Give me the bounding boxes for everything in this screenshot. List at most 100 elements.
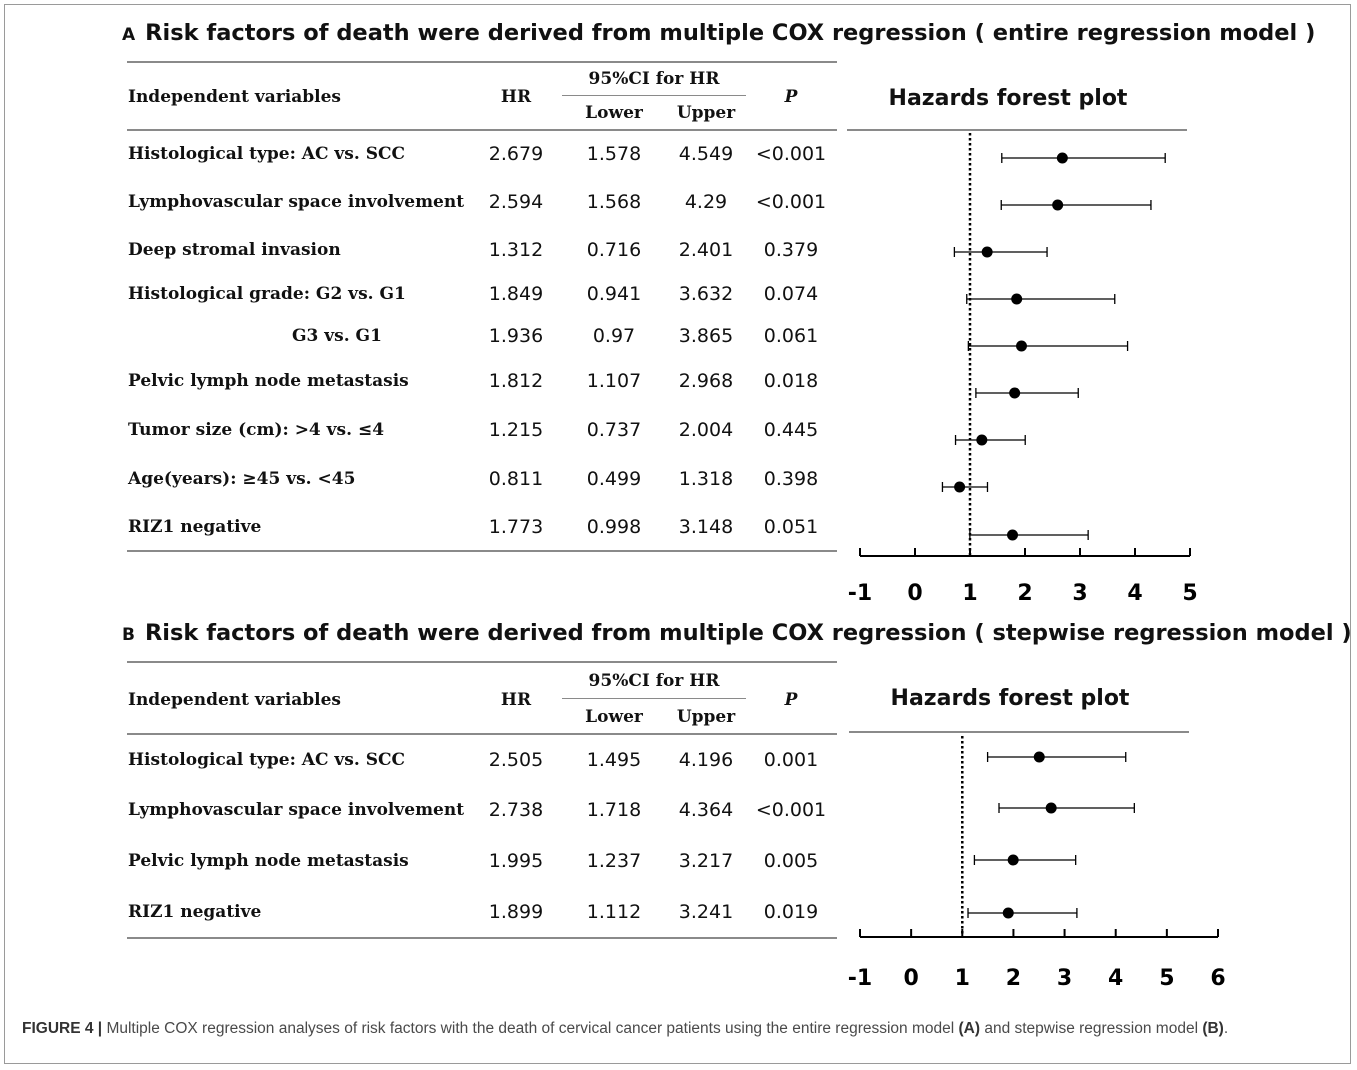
- panel-b-header-variables: Independent variables: [128, 690, 341, 710]
- caption-text-3: .: [1223, 1020, 1229, 1037]
- panel-a-row-lower: 1.578: [586, 143, 642, 165]
- panel-b-row-lower: 1.237: [586, 850, 642, 872]
- panel-b-header-lower: Lower: [585, 707, 643, 727]
- panel-a-row-hr: 2.594: [488, 191, 544, 213]
- panel-a-row-lower: 0.716: [586, 239, 642, 261]
- panel-a-x-tick-label: 1: [962, 581, 977, 606]
- panel-a-hr-point: [1011, 293, 1023, 305]
- panel-b-row-hr: 1.995: [488, 850, 544, 872]
- caption-text-2: and stepwise regression model: [980, 1020, 1203, 1037]
- panel-a-row-p: 0.051: [763, 516, 819, 538]
- panel-a-x-tick-label: -1: [848, 581, 872, 606]
- panel-b-row-lower: 1.718: [586, 799, 642, 821]
- panel-b-row-p: 0.019: [763, 901, 819, 923]
- panel-a-letter: A: [122, 25, 136, 45]
- panel-a-row-upper: 2.968: [678, 370, 734, 392]
- panel-a-ci-rule: [562, 95, 746, 96]
- panel-b-header-upper: Upper: [676, 707, 736, 727]
- panel-a-title: A Risk factors of death were derived from…: [122, 20, 1315, 46]
- panel-a-row-upper: 1.318: [678, 468, 734, 490]
- panel-a-row-hr: 2.679: [488, 143, 544, 165]
- panel-b-ci-rule: [562, 698, 746, 699]
- panel-b-row-upper: 4.364: [678, 799, 734, 821]
- panel-a-hr-point: [1052, 199, 1064, 211]
- panel-b-row-hr: 2.505: [488, 749, 544, 771]
- panel-a-row-lower: 0.499: [586, 468, 642, 490]
- panel-b-hr-point: [1033, 751, 1045, 763]
- panel-b-row-hr: 1.899: [488, 901, 544, 923]
- panel-a-row-hr: 0.811: [488, 468, 544, 490]
- panel-b-x-tick-label: 2: [1006, 966, 1021, 991]
- panel-a-x-tick-label: 2: [1017, 581, 1032, 606]
- panel-b-row-lower: 1.112: [586, 901, 642, 923]
- panel-b-letter: B: [122, 625, 135, 645]
- panel-a-row-label: Tumor size (cm): >4 vs. ≤4: [128, 420, 385, 440]
- panel-a-row-p: 0.018: [763, 370, 819, 392]
- panel-a-header-lower: Lower: [585, 103, 643, 123]
- panel-a-header-p: P: [784, 87, 798, 107]
- panel-a-header-upper: Upper: [676, 103, 736, 123]
- panel-a-bottom-rule: [127, 550, 837, 552]
- panel-a-row-label: Pelvic lymph node metastasis: [128, 371, 409, 391]
- panel-a-header-ci: 95%CI for HR: [588, 69, 720, 89]
- panel-a-hr-point: [1009, 387, 1021, 399]
- panel-b-title-text: Risk factors of death were derived from …: [144, 620, 1352, 646]
- caption-ref-a: (A): [958, 1020, 981, 1037]
- panel-a-row-hr: 1.849: [488, 283, 544, 305]
- panel-a-top-rule: [127, 61, 837, 63]
- panel-a-row-upper: 3.148: [678, 516, 734, 538]
- panel-a-row-label: Age(years): ≥45 vs. <45: [128, 469, 356, 489]
- panel-a-hr-point: [1015, 340, 1027, 352]
- panel-a-row-hr: 1.773: [488, 516, 544, 538]
- panel-b-hr-point: [1045, 802, 1057, 814]
- panel-a-row-lower: 0.737: [586, 419, 642, 441]
- panel-a-row-p: <0.001: [755, 143, 827, 165]
- panel-b-row-upper: 4.196: [678, 749, 734, 771]
- panel-a-hr-point: [954, 481, 966, 493]
- panel-b-header-ci: 95%CI for HR: [588, 671, 720, 691]
- panel-a-row-lower: 0.998: [586, 516, 642, 538]
- panel-a-row-p: 0.379: [763, 239, 819, 261]
- panel-a-row-p: 0.445: [763, 419, 819, 441]
- panel-b-hr-point: [1007, 854, 1019, 866]
- panel-a-row-label: Lymphovascular space involvement: [128, 192, 465, 212]
- panel-b-x-tick-label: 4: [1108, 966, 1123, 991]
- panel-a-plot-title: Hazards forest plot: [888, 86, 1128, 111]
- panel-a-row-p: 0.061: [763, 325, 819, 347]
- panel-a-row-p: 0.074: [763, 283, 819, 305]
- panel-a-row-lower: 0.941: [586, 283, 642, 305]
- panel-a-row-hr: 1.215: [488, 419, 544, 441]
- panel-a-row-p: <0.001: [755, 191, 827, 213]
- panel-a-x-tick-label: 3: [1072, 581, 1087, 606]
- panel-a-hr-point: [976, 434, 988, 446]
- caption-text-1: Multiple COX regression analyses of risk…: [102, 1020, 959, 1037]
- panel-a-row-label: Deep stromal invasion: [128, 240, 341, 260]
- panel-a-row-hr: 1.312: [488, 239, 544, 261]
- panel-b-header-hr: HR: [500, 690, 532, 710]
- panel-b-header-rule: [127, 733, 837, 735]
- panel-a-row-lower: 1.568: [586, 191, 642, 213]
- panel-b-row-p: <0.001: [755, 799, 827, 821]
- panel-b-row-upper: 3.241: [678, 901, 734, 923]
- panel-b-row-label: Histological type: AC vs. SCC: [128, 750, 406, 770]
- panel-b-x-tick-label: 5: [1159, 966, 1174, 991]
- panel-a-x-tick-label: 4: [1127, 581, 1142, 606]
- panel-a-x-tick-label: 0: [907, 581, 922, 606]
- panel-a-title-text: Risk factors of death were derived from …: [145, 20, 1316, 46]
- caption-ref-b: (B): [1202, 1020, 1224, 1037]
- panel-a-hr-point: [1007, 529, 1019, 541]
- figure-caption: FIGURE 4 | Multiple COX regression analy…: [22, 1017, 1342, 1041]
- panel-b-row-label: RIZ1 negative: [128, 902, 262, 922]
- panel-b-row-upper: 3.217: [678, 850, 734, 872]
- panel-b-plot-rule: [849, 731, 1189, 733]
- panel-a-row-upper: 4.549: [678, 143, 734, 165]
- panel-a-hr-point: [981, 246, 993, 258]
- panel-a-row-hr: 1.936: [488, 325, 544, 347]
- panel-b-x-tick-label: -1: [848, 966, 872, 991]
- panel-a-row-upper: 2.004: [678, 419, 734, 441]
- panel-a-row-label: Histological type: AC vs. SCC: [128, 144, 406, 164]
- panel-b-row-label: Pelvic lymph node metastasis: [128, 851, 409, 871]
- panel-a-row-lower: 1.107: [586, 370, 642, 392]
